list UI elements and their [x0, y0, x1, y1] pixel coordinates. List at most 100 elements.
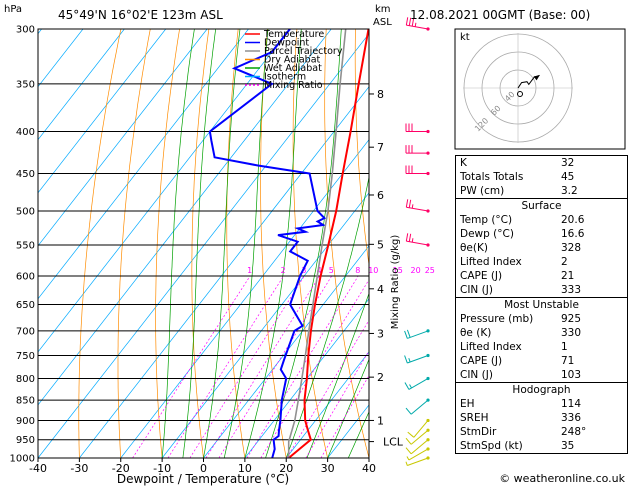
legend-entry: Isotherm: [264, 72, 306, 83]
hodo-row: StmSpd (kt) 35: [460, 440, 575, 452]
wind-barb-flag: [409, 384, 412, 389]
isotherm-line: [38, 29, 125, 141]
pressure-tick-label: 900: [16, 416, 35, 427]
isotherm-line: [203, 245, 369, 458]
temperature-tick-label: -30: [70, 462, 88, 475]
series-dewpoint: [208, 29, 327, 458]
mixing-ratio-label: 25: [425, 266, 435, 275]
wind-barb-shaft: [407, 355, 429, 364]
wind-barb: [405, 438, 430, 455]
legend-entry: Mixing Ratio: [264, 80, 323, 91]
isotherm-line: [120, 139, 369, 458]
mu-row: CAPE (J) 71: [460, 355, 575, 367]
pressure-tick-label: 800: [16, 374, 35, 385]
most-unstable-group: Most Unstable Pressure (mb) 925 θe (K) 330…: [456, 297, 627, 382]
isotherm-line: [38, 29, 84, 88]
wind-barb: [405, 199, 430, 213]
copyright: © weatheronline.co.uk: [499, 472, 625, 485]
mu-row: Lifted Index 1: [460, 341, 568, 353]
wind-barb-flag: [404, 355, 408, 364]
wind-barb: [405, 165, 430, 176]
mu-row: CIN (J) 103: [460, 369, 582, 381]
surface-row: CAPE (J) 21: [460, 270, 575, 282]
wet-adiabat-line: [347, 410, 369, 458]
top-indices: K 32 Totals Totals 45 PW (cm) 3.2: [456, 156, 627, 198]
pressure-tick-label: 400: [16, 127, 35, 138]
wind-barb-flag: [411, 204, 414, 209]
mixing-ratio-line: [320, 374, 369, 458]
wind-barb-flag: [405, 461, 408, 466]
wind-barb: [405, 145, 430, 155]
wind-barb-flag: [411, 238, 414, 243]
dry-adiabat-line: [78, 29, 122, 458]
legend-entry: Temperature: [263, 29, 324, 40]
dry-adiabat-line: [354, 29, 369, 268]
dry-adiabat-line: [226, 29, 246, 458]
wind-barb: [405, 428, 430, 445]
hpa-label: hPa: [4, 4, 22, 15]
mixing-ratio-label: 10: [368, 266, 378, 275]
wind-barb-shaft: [406, 24, 429, 30]
mixing-ratio-label: 15: [393, 266, 403, 275]
wind-barb: [406, 447, 430, 461]
pressure-tick-label: 550: [16, 240, 35, 251]
mixing-ratio-line: [189, 275, 305, 458]
wind-barb-flag: [407, 431, 415, 438]
dry-adiabat-line: [324, 29, 369, 458]
pressure-tick-label: 850: [16, 396, 35, 407]
wind-barb-flag: [406, 456, 410, 461]
wind-barb-flag: [405, 17, 409, 26]
isotherm-line: [285, 351, 369, 458]
pressure-tick-label: 350: [16, 79, 35, 90]
temperature-tick-label: 10: [238, 462, 252, 475]
wet-adiabat-line: [265, 29, 342, 458]
wind-barb-shaft: [407, 330, 429, 339]
mixing-ratio-label: 2: [281, 266, 286, 275]
surface-row: θe(K) 328: [460, 242, 582, 254]
hodo-row: EH 114: [460, 398, 582, 410]
wind-barb-flag: [406, 329, 411, 338]
wind-barb: [405, 233, 430, 247]
index-row-k: K 32: [460, 157, 575, 169]
series-parcel-trajectory: [287, 29, 347, 458]
wind-barb: [407, 418, 430, 438]
index-row-pw: PW (cm) 3.2: [460, 185, 578, 197]
wind-barb: [405, 456, 430, 466]
hodograph-group: Hodograph EH 114 SREH 336 StmDir 248° StmSp…: [456, 382, 627, 453]
index-row-totals: Totals Totals 45: [460, 171, 575, 183]
wind-barb-shaft: [406, 206, 429, 212]
legend-entry: Parcel Trajectory: [264, 46, 343, 57]
temperature-tick-label: -40: [29, 462, 47, 475]
pressure-tick-label: 950: [16, 435, 35, 446]
surface-title: Surface: [521, 200, 562, 212]
mu-row: Pressure (mb) 925: [460, 313, 582, 325]
km-tick-label: 4: [377, 283, 384, 296]
wind-barb-flag: [404, 330, 408, 339]
most-unstable-title: Most Unstable: [504, 299, 579, 311]
surface-row: Temp (°C) 20.6: [460, 214, 585, 226]
temperature-tick-label: -10: [153, 462, 171, 475]
wind-barb: [404, 329, 430, 339]
wet-adiabat-line: [182, 29, 217, 458]
surface-group: Surface Temp (°C) 20.6 Dewp (°C) 16.6 θe(K…: [456, 198, 627, 297]
wind-barb: [404, 353, 430, 364]
isotherm-line: [38, 29, 249, 300]
wind-barb-shaft: [410, 439, 429, 455]
surface-row: Lifted Index 2: [460, 256, 568, 268]
wet-adiabat-line: [327, 358, 369, 458]
wind-barb-shaft: [410, 429, 429, 445]
mixing-ratio-line: [167, 275, 284, 458]
km-label: km: [375, 4, 391, 15]
hodograph-unit-label: kt: [460, 32, 470, 43]
wind-barb: [404, 376, 430, 390]
km-tick-label: 8: [377, 88, 384, 101]
hodo-row: StmDir 248°: [460, 426, 587, 438]
indices-panel: K 32 Totals Totals 45 PW (cm) 3.2 Surface T…: [455, 155, 628, 454]
mixing-ratio-label: 5: [329, 266, 334, 275]
km-tick-label: 5: [377, 238, 384, 251]
temperature-tick-label: 0: [200, 462, 207, 475]
legend-entry: Dewpoint: [264, 38, 309, 49]
storm-motion-marker: [517, 91, 523, 97]
pressure-tick-label: 1000: [10, 454, 35, 465]
